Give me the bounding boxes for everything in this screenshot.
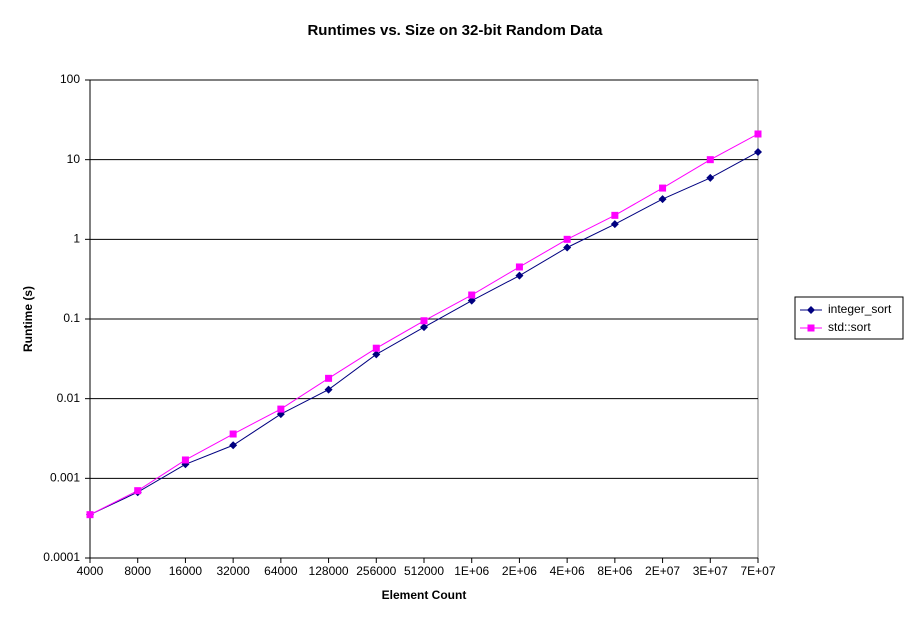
x-tick-label: 128000 (309, 564, 349, 578)
point (134, 487, 142, 495)
legend-marker (807, 306, 815, 314)
point (611, 211, 619, 219)
y-axis-title: Runtime (s) (21, 286, 35, 352)
x-tick-label: 32000 (216, 564, 250, 578)
y-tick-label: 1 (73, 232, 80, 246)
y-tick-label: 0.1 (63, 311, 80, 325)
x-tick-label: 8E+06 (597, 564, 632, 578)
point (754, 147, 762, 156)
x-tick-label: 3E+07 (693, 564, 728, 578)
point (468, 291, 476, 299)
point (754, 130, 762, 138)
point (515, 263, 523, 271)
x-tick-label: 4000 (77, 564, 104, 578)
point (372, 350, 381, 359)
point (706, 156, 714, 164)
x-tick-label: 64000 (264, 564, 298, 578)
x-tick-label: 4E+06 (550, 564, 585, 578)
point (325, 374, 333, 382)
point (563, 235, 571, 243)
legend-box (794, 296, 904, 340)
point (86, 511, 94, 519)
chart-title: Runtimes vs. Size on 32-bit Random Data (307, 22, 603, 39)
point (706, 173, 715, 182)
x-tick-label: 7E+07 (740, 564, 775, 578)
point (229, 441, 238, 450)
point (229, 430, 237, 438)
legend-marker (807, 324, 815, 332)
point (277, 405, 285, 413)
point (610, 220, 619, 229)
x-tick-label: 256000 (356, 564, 396, 578)
x-axis-title: Element Count (382, 588, 467, 602)
x-tick-label: 16000 (169, 564, 203, 578)
point (181, 456, 189, 464)
y-tick-label: 10 (67, 152, 81, 166)
point (563, 243, 572, 252)
point (658, 195, 667, 204)
x-tick-label: 2E+06 (502, 564, 537, 578)
point (515, 271, 524, 280)
point (659, 184, 667, 192)
y-tick-label: 0.0001 (43, 550, 80, 564)
x-tick-label: 1E+06 (454, 564, 489, 578)
legend-label: std::sort (828, 320, 871, 334)
x-tick-label: 8000 (124, 564, 151, 578)
point (467, 296, 476, 305)
x-tick-label: 512000 (404, 564, 444, 578)
point (420, 317, 428, 325)
x-tick-label: 2E+07 (645, 564, 680, 578)
y-tick-label: 0.001 (50, 471, 80, 485)
point (324, 385, 333, 394)
point (420, 323, 428, 332)
y-tick-label: 0.01 (57, 391, 81, 405)
point (372, 344, 380, 352)
legend-label: integer_sort (828, 302, 892, 316)
y-tick-label: 100 (60, 72, 80, 86)
